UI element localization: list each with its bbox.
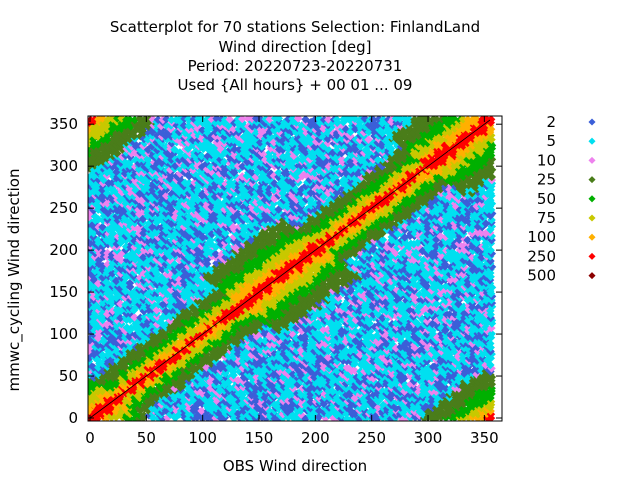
scatter-point	[107, 168, 116, 177]
scatter-point	[122, 323, 132, 332]
scatter-point	[94, 279, 103, 288]
scatter-point	[125, 278, 135, 288]
scatter-point	[93, 236, 103, 245]
chart-title: Scatterplot for 70 stations Selection: F…	[110, 18, 480, 94]
scatter-point	[116, 299, 125, 309]
title-line-3: Period: 20220723-20220731	[188, 57, 403, 75]
title-line-1: Scatterplot for 70 stations Selection: F…	[110, 18, 480, 36]
title-line-4: Used {All hours} + 00 01 ... 09	[178, 76, 413, 94]
scatter-points	[88, 116, 497, 421]
scatter-point	[98, 350, 107, 360]
scatter-point	[103, 279, 112, 288]
title-line-2: Wind direction [deg]	[219, 38, 372, 56]
